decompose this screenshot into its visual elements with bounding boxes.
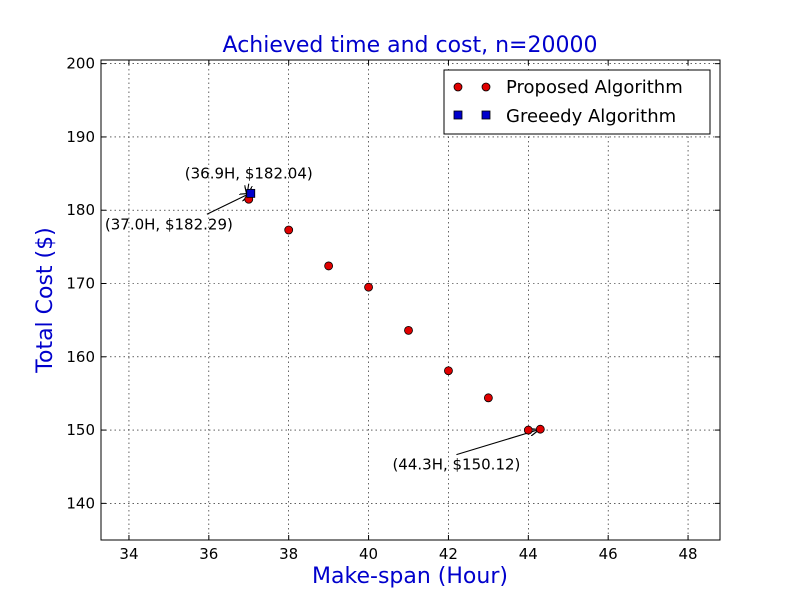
x-axis-label: Make-span (Hour) xyxy=(312,564,508,589)
y-tick-label: 140 xyxy=(66,494,95,512)
x-tick-label: 34 xyxy=(119,545,138,563)
annotation-label: (36.9H, $182.04) xyxy=(185,165,313,183)
annotation-label: (44.3H, $150.12) xyxy=(392,456,520,474)
plot-area-frame xyxy=(100,59,721,541)
legend-marker-greedy xyxy=(453,110,463,120)
y-tick-label: 160 xyxy=(66,348,95,366)
x-tick-label: 48 xyxy=(679,545,698,563)
y-axis-label: Total Cost ($) xyxy=(33,227,58,373)
annotation-arrow xyxy=(206,194,249,215)
proposed-point xyxy=(364,282,373,292)
y-tick-label: 200 xyxy=(66,55,95,73)
axis-ticks: 34 36 38 40 42 44 46 48 140 150 160 170 180 190 200 xyxy=(66,55,720,563)
proposed-point xyxy=(284,225,294,235)
proposed-point xyxy=(483,393,493,403)
legend-marker-proposed xyxy=(453,82,463,92)
y-tick-label: 170 xyxy=(66,275,95,293)
y-tick-label: 150 xyxy=(66,421,95,439)
legend-box xyxy=(443,69,711,135)
annotation-arrow xyxy=(456,430,538,456)
x-tick-label: 46 xyxy=(599,545,618,563)
proposed-point xyxy=(444,366,453,376)
x-tick-label: 38 xyxy=(279,545,298,563)
proposed-point xyxy=(535,424,545,434)
y-tick-label: 190 xyxy=(66,128,95,146)
x-tick-label: 40 xyxy=(359,545,378,563)
proposed-point xyxy=(523,425,533,435)
legend: Proposed Algorithm Greeedy Algorithm xyxy=(443,69,711,135)
annotation-label: (37.0H, $182.29) xyxy=(105,215,233,233)
y-tick-label: 180 xyxy=(66,201,95,219)
chart-title: Achieved time and cost, n=20000 xyxy=(223,33,598,58)
legend-label-proposed: Proposed Algorithm xyxy=(506,77,683,98)
x-tick-label: 44 xyxy=(519,545,538,563)
data-points xyxy=(244,188,545,435)
proposed-point xyxy=(324,261,334,271)
proposed-point xyxy=(404,326,413,335)
x-tick-label: 36 xyxy=(199,545,218,563)
legend-marker-greedy xyxy=(481,110,491,120)
greedy-point xyxy=(246,188,256,198)
annotations: (36.9H, $182.04) (37.0H, $182.29) (44.3H, … xyxy=(105,165,538,474)
legend-label-greedy: Greeedy Algorithm xyxy=(506,106,676,127)
x-tick-label: 42 xyxy=(439,545,458,563)
grid xyxy=(101,60,720,540)
legend-marker-proposed xyxy=(481,82,491,92)
